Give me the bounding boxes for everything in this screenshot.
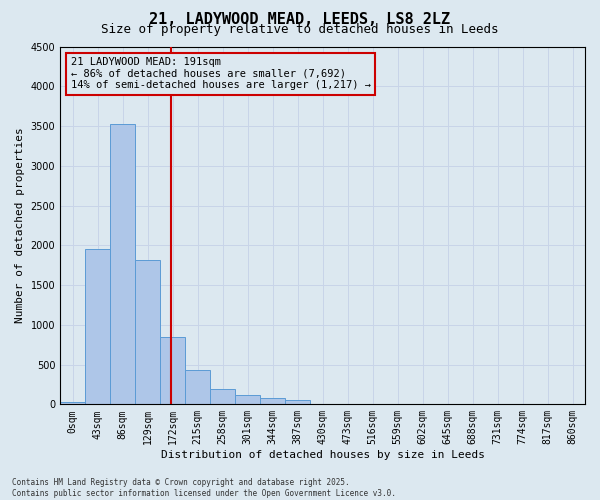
Y-axis label: Number of detached properties: Number of detached properties bbox=[15, 128, 25, 324]
Bar bbox=[160, 336, 185, 404]
Bar bbox=[210, 389, 235, 404]
Bar bbox=[235, 395, 260, 404]
Bar bbox=[85, 250, 110, 404]
Bar bbox=[60, 402, 85, 404]
X-axis label: Distribution of detached houses by size in Leeds: Distribution of detached houses by size … bbox=[161, 450, 485, 460]
Bar bbox=[285, 400, 310, 404]
Text: 21, LADYWOOD MEAD, LEEDS, LS8 2LZ: 21, LADYWOOD MEAD, LEEDS, LS8 2LZ bbox=[149, 12, 451, 28]
Bar bbox=[185, 370, 210, 404]
Text: Contains HM Land Registry data © Crown copyright and database right 2025.
Contai: Contains HM Land Registry data © Crown c… bbox=[12, 478, 396, 498]
Bar bbox=[135, 260, 160, 404]
Bar bbox=[260, 398, 285, 404]
Bar bbox=[110, 124, 135, 404]
Text: Size of property relative to detached houses in Leeds: Size of property relative to detached ho… bbox=[101, 22, 499, 36]
Text: 21 LADYWOOD MEAD: 191sqm
← 86% of detached houses are smaller (7,692)
14% of sem: 21 LADYWOOD MEAD: 191sqm ← 86% of detach… bbox=[71, 57, 371, 90]
